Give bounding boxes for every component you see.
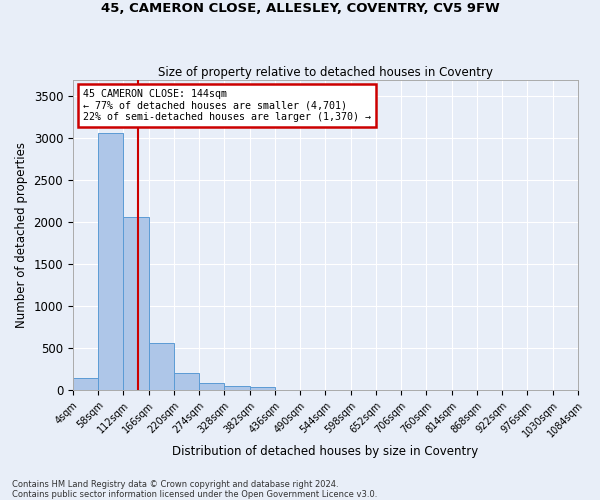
Text: 45, CAMERON CLOSE, ALLESLEY, COVENTRY, CV5 9FW: 45, CAMERON CLOSE, ALLESLEY, COVENTRY, C… bbox=[101, 2, 499, 16]
Title: Size of property relative to detached houses in Coventry: Size of property relative to detached ho… bbox=[158, 66, 493, 78]
Bar bbox=[98, 134, 124, 390]
Bar bbox=[174, 374, 199, 390]
Bar bbox=[149, 343, 174, 390]
Bar bbox=[124, 218, 149, 390]
X-axis label: Distribution of detached houses by size in Coventry: Distribution of detached houses by size … bbox=[172, 444, 479, 458]
Bar bbox=[73, 378, 98, 390]
Bar bbox=[250, 387, 275, 390]
Y-axis label: Number of detached properties: Number of detached properties bbox=[15, 142, 28, 328]
Text: Contains HM Land Registry data © Crown copyright and database right 2024.
Contai: Contains HM Land Registry data © Crown c… bbox=[12, 480, 377, 499]
Bar bbox=[199, 384, 224, 390]
Text: 45 CAMERON CLOSE: 144sqm
← 77% of detached houses are smaller (4,701)
22% of sem: 45 CAMERON CLOSE: 144sqm ← 77% of detach… bbox=[83, 89, 371, 122]
Bar bbox=[224, 386, 250, 390]
